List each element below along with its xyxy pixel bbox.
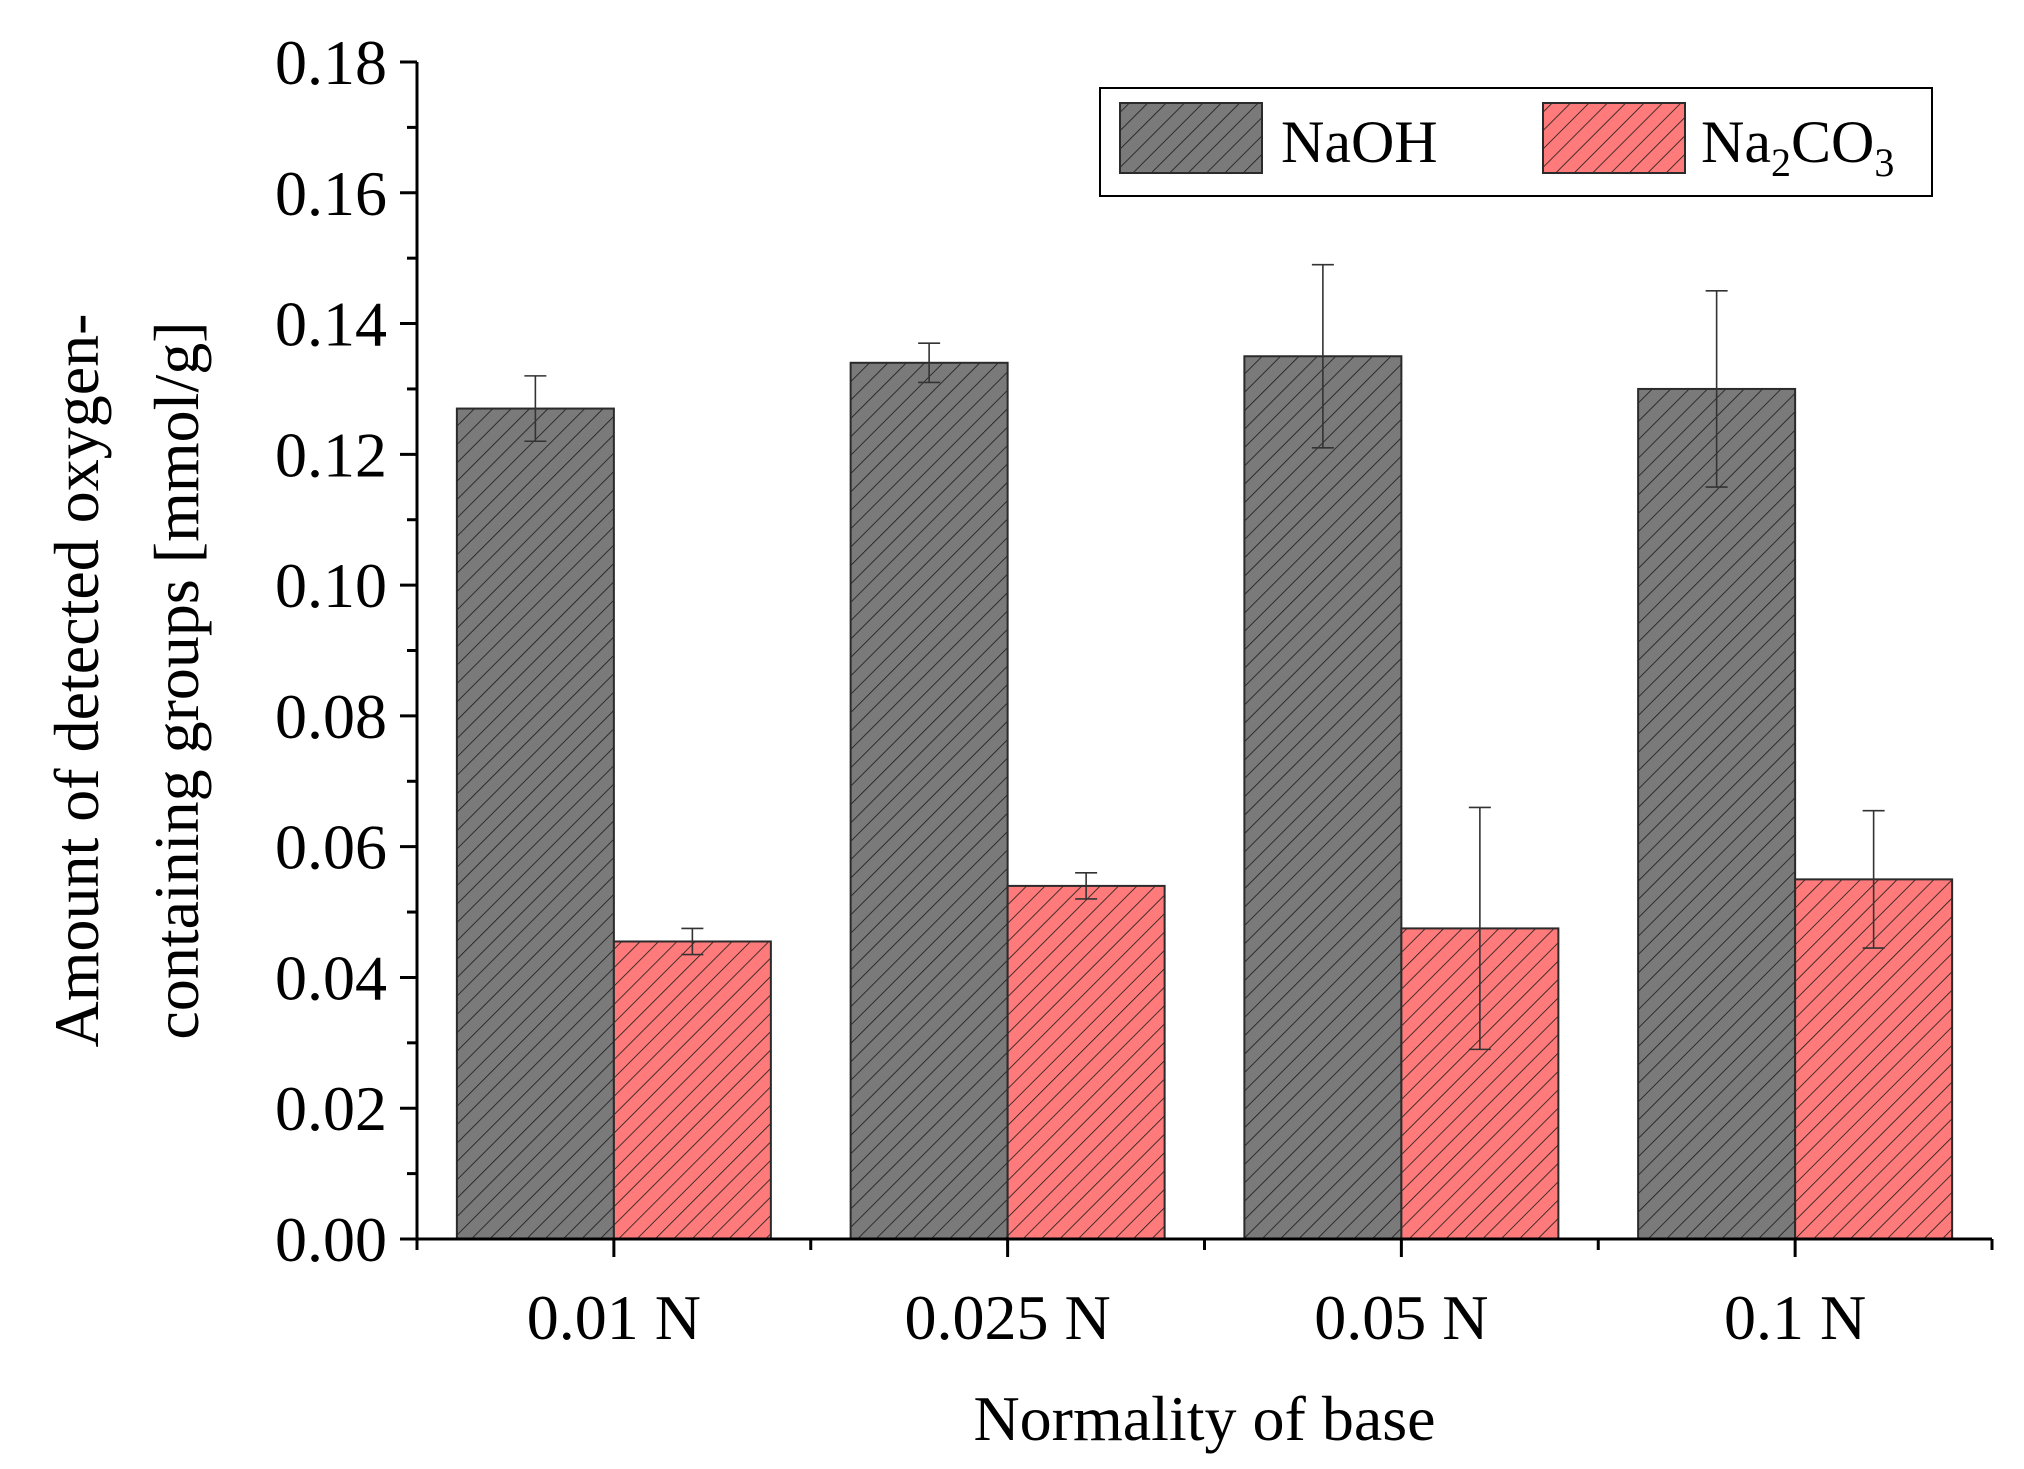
- y-axis-title-line-0: Amount of detected oxygen-: [41, 314, 112, 1048]
- x-tick-label-0: 0.01 N: [527, 1282, 701, 1353]
- bar-hatch-naoh-0: [455, 407, 615, 1240]
- y-tick-label-3: 0.06: [275, 812, 387, 883]
- y-tick-label-0: 0.00: [275, 1204, 387, 1275]
- legend-swatch-hatch-naoh: [1119, 102, 1263, 174]
- x-tick-label-1: 0.025 N: [905, 1282, 1111, 1353]
- y-tick-label-6: 0.12: [275, 419, 387, 490]
- labels-layer: 0.00 0.02 0.04 0.06 0.08 0.10 0.12 0.14 0.16 0.18…: [41, 27, 1866, 1454]
- legend: NaOH Na2CO3: [1099, 87, 1933, 197]
- legend-label-na2co3: Na2CO3: [1701, 109, 1894, 185]
- y-tick-label-5: 0.10: [275, 550, 387, 621]
- x-axis-title: Normality of base: [973, 1383, 1435, 1454]
- bars-layer: [455, 263, 1954, 1241]
- axes-layer: [400, 60, 1994, 1257]
- y-axis-title: Amount of detected oxygen-containing gro…: [41, 314, 212, 1048]
- legend-label-naoh: NaOH: [1281, 109, 1438, 175]
- bar-hatch-naoh-1: [849, 361, 1009, 1240]
- y-tick-label-8: 0.16: [275, 158, 387, 229]
- bar-hatch-na2co3-0: [612, 940, 772, 1240]
- legend-swatch-hatch-na2co3: [1542, 102, 1686, 174]
- bar-hatch-naoh-2: [1243, 355, 1403, 1240]
- y-axis-title-line-1: containing groups [mmol/g]: [141, 321, 212, 1039]
- bar-hatch-na2co3-1: [1006, 884, 1166, 1241]
- x-tick-label-2: 0.05 N: [1314, 1282, 1488, 1353]
- y-tick-label-1: 0.02: [275, 1073, 387, 1144]
- bar-hatch-naoh-3: [1637, 387, 1797, 1240]
- y-tick-label-2: 0.04: [275, 942, 387, 1013]
- y-tick-label-7: 0.14: [275, 289, 387, 360]
- y-tick-label-9: 0.18: [275, 27, 387, 98]
- y-tick-label-4: 0.08: [275, 681, 387, 752]
- x-tick-label-3: 0.1 N: [1724, 1282, 1866, 1353]
